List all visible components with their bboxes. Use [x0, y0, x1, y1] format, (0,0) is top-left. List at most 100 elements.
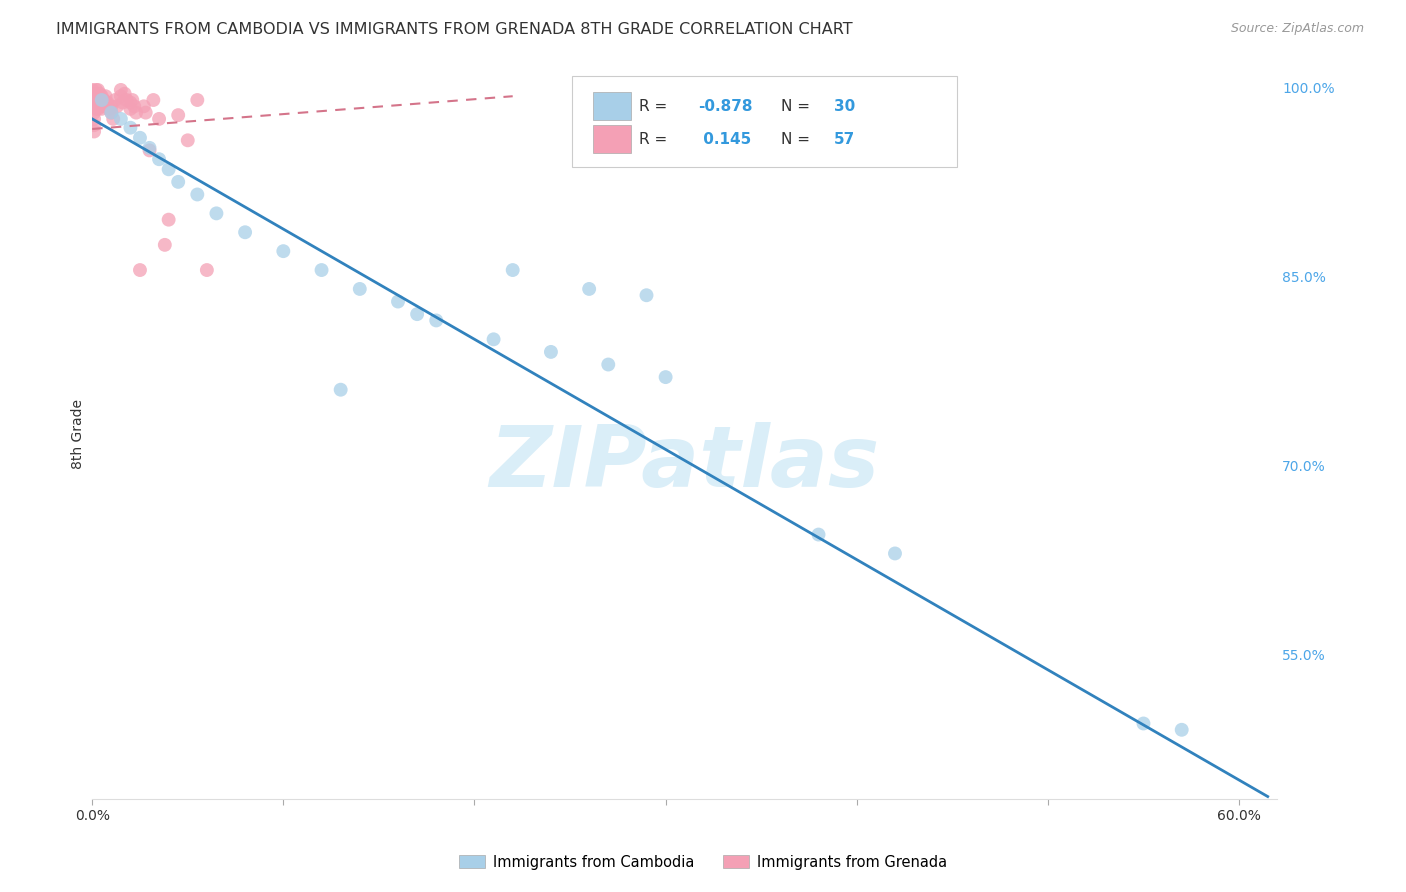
Point	[87, 89, 110, 103]
Point	[87, 95, 110, 110]
Point	[125, 105, 148, 120]
Point	[138, 144, 160, 158]
Point	[100, 105, 122, 120]
Text: -0.878: -0.878	[697, 99, 752, 114]
Point	[93, 99, 115, 113]
Point	[110, 83, 132, 97]
Point	[84, 83, 107, 97]
Point	[1170, 723, 1192, 737]
Point	[273, 244, 295, 259]
Point	[540, 345, 562, 359]
Point	[104, 93, 127, 107]
Point	[90, 93, 112, 107]
Point	[120, 120, 142, 135]
Point	[138, 141, 160, 155]
Text: 57: 57	[834, 132, 855, 147]
Point	[129, 130, 152, 145]
Point	[82, 89, 104, 103]
Point	[502, 263, 524, 277]
Point	[83, 118, 105, 132]
Point	[148, 112, 170, 126]
Point	[87, 83, 110, 97]
Point	[94, 89, 117, 103]
Point	[82, 83, 104, 97]
Text: N =: N =	[780, 99, 814, 114]
Point	[205, 206, 228, 220]
Point	[167, 175, 190, 189]
Point	[148, 152, 170, 166]
Point	[82, 95, 104, 110]
Point	[598, 358, 620, 372]
Point	[122, 99, 145, 113]
Point	[94, 95, 117, 110]
Point	[157, 162, 180, 177]
Point	[83, 112, 105, 126]
Point	[105, 99, 128, 113]
Point	[132, 99, 155, 113]
Point	[121, 93, 143, 107]
Point	[186, 187, 208, 202]
FancyBboxPatch shape	[572, 76, 957, 167]
Point	[636, 288, 658, 302]
Text: ZIPatlas: ZIPatlas	[489, 422, 880, 505]
Point	[120, 95, 142, 110]
Text: R =: R =	[638, 99, 672, 114]
Point	[578, 282, 600, 296]
Point	[135, 105, 157, 120]
Point	[103, 112, 125, 126]
Legend: Immigrants from Cambodia, Immigrants from Grenada: Immigrants from Cambodia, Immigrants fro…	[453, 849, 953, 876]
Point	[90, 102, 112, 116]
Point	[120, 102, 142, 116]
Text: Source: ZipAtlas.com: Source: ZipAtlas.com	[1230, 22, 1364, 36]
Point	[114, 87, 136, 101]
FancyBboxPatch shape	[593, 92, 631, 120]
Point	[884, 546, 907, 560]
Point	[89, 87, 111, 101]
Point	[157, 212, 180, 227]
Point	[349, 282, 371, 296]
Point	[90, 89, 112, 103]
Point	[84, 102, 107, 116]
Point	[90, 95, 112, 110]
Point	[83, 124, 105, 138]
Point	[110, 89, 132, 103]
Point	[186, 93, 208, 107]
Y-axis label: 8th Grade: 8th Grade	[72, 399, 86, 469]
Point	[100, 99, 122, 113]
Point	[110, 112, 132, 126]
Point	[654, 370, 676, 384]
Point	[98, 102, 121, 116]
Point	[84, 89, 107, 103]
Point	[233, 225, 256, 239]
Point	[96, 95, 118, 110]
Point	[129, 263, 152, 277]
Point	[83, 93, 105, 107]
Point	[406, 307, 429, 321]
Point	[153, 238, 176, 252]
Point	[111, 95, 134, 110]
Text: 0.145: 0.145	[697, 132, 751, 147]
Point	[142, 93, 165, 107]
Text: IMMIGRANTS FROM CAMBODIA VS IMMIGRANTS FROM GRENADA 8TH GRADE CORRELATION CHART: IMMIGRANTS FROM CAMBODIA VS IMMIGRANTS F…	[56, 22, 853, 37]
Point	[89, 93, 111, 107]
Point	[100, 105, 122, 120]
Point	[807, 527, 830, 541]
Point	[177, 133, 200, 147]
Point	[93, 93, 115, 107]
Point	[482, 332, 505, 346]
Point	[1132, 716, 1154, 731]
Point	[425, 313, 447, 327]
Point	[89, 99, 111, 113]
Text: R =: R =	[638, 132, 672, 147]
FancyBboxPatch shape	[593, 125, 631, 153]
Point	[87, 102, 110, 116]
Point	[83, 87, 105, 101]
Point	[387, 294, 409, 309]
Point	[195, 263, 218, 277]
Point	[167, 108, 190, 122]
Text: 30: 30	[834, 99, 855, 114]
Point	[84, 95, 107, 110]
Point	[311, 263, 333, 277]
Point	[83, 99, 105, 113]
Text: N =: N =	[780, 132, 814, 147]
